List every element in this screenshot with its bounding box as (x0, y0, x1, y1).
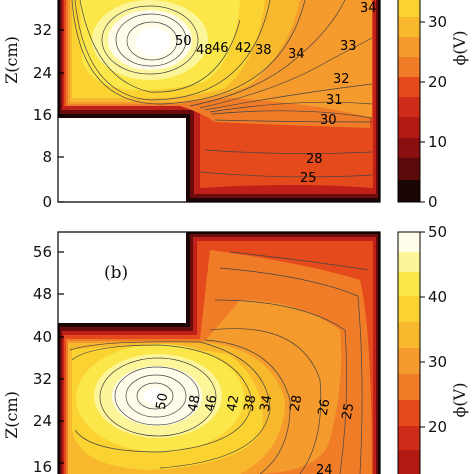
contour-label-b-46: 46 (203, 394, 221, 413)
panel-b-contour-labels: 50 48 46 42 38 34 28 26 25 24 (154, 392, 358, 474)
panel-a-core (135, 28, 171, 56)
contour-label-a-50: 50 (175, 34, 192, 49)
contour-label-a-32: 32 (333, 72, 350, 87)
colorbar-b-label: ϕ(V) (450, 383, 469, 418)
panel-b-ytick-24: 24 (33, 412, 52, 430)
contour-label-b-38: 38 (242, 394, 260, 413)
contour-label-b-26: 26 (316, 398, 334, 417)
panel-b-ytick-16: 16 (33, 458, 52, 474)
contour-label-a-34-top: 34 (360, 1, 377, 16)
panel-b-label: (b) (104, 263, 128, 283)
contour-label-a-46: 46 (212, 41, 229, 56)
contour-label-a-38: 38 (255, 43, 272, 58)
colorbar-a-ticks: 0 10 20 30 (428, 13, 447, 211)
colorbar-b (397, 231, 425, 474)
contour-label-b-50: 50 (154, 392, 172, 411)
contour-label-a-31: 31 (326, 93, 343, 108)
contour-label-a-25: 25 (300, 171, 317, 186)
contour-label-b-42: 42 (225, 394, 243, 413)
colorbar-a-tick-30: 30 (428, 13, 447, 31)
contour-label-b-48: 48 (186, 394, 204, 413)
panel-b-core (144, 388, 164, 404)
panel-a-ytick-32: 32 (33, 21, 52, 39)
contour-label-a-28: 28 (306, 152, 323, 167)
panel-a-ytick-0: 0 (42, 193, 52, 211)
panel-b-contour-lines (69, 251, 369, 474)
colorbar-b-ticks: 50 40 30 20 (428, 223, 447, 436)
colorbar-b-tick-30: 30 (428, 353, 447, 371)
panel-b-axes (57, 231, 381, 474)
contour-label-b-25: 25 (340, 402, 358, 421)
panel-a-ytick-8: 8 (42, 148, 52, 166)
panel-a-ytick-24: 24 (33, 64, 52, 82)
panel-a-ytick-16: 16 (33, 106, 52, 124)
contour-label-a-48: 48 (196, 43, 213, 58)
colorbar-b-tick-50: 50 (428, 223, 447, 241)
colorbar-a-tick-0: 0 (428, 193, 438, 211)
panel-b-ytick-40: 40 (33, 328, 52, 346)
contour-label-a-30: 30 (320, 113, 337, 128)
colorbar-a-label: ϕ(V) (450, 31, 469, 66)
panel-a-yticks: 0 8 16 24 32 (33, 21, 52, 211)
contour-label-a-33: 33 (340, 39, 357, 54)
panel-b-ylabel: Z(cm) (2, 391, 21, 439)
panel-a-ylabel: Z(cm) (2, 36, 21, 84)
panel-a (58, 0, 380, 202)
panel-b (58, 232, 380, 474)
panel-b-ytick-56: 56 (33, 243, 52, 261)
contour-label-a-34-mid: 34 (288, 47, 305, 62)
panel-a-contour-lines (71, 0, 373, 178)
contour-label-b-34: 34 (258, 394, 276, 413)
colorbar-a (397, 0, 425, 203)
contour-label-b-24: 24 (316, 463, 333, 474)
colorbar-a-tick-20: 20 (428, 73, 447, 91)
panel-b-ytick-32: 32 (33, 370, 52, 388)
contour-label-b-28: 28 (288, 394, 306, 413)
panel-b-ytick-48: 48 (33, 285, 52, 303)
contour-label-a-42: 42 (235, 41, 252, 56)
panel-b-yticks: 16 24 32 40 48 56 (33, 243, 52, 474)
colorbar-b-tick-20: 20 (428, 418, 447, 436)
panel-a-axes (57, 0, 381, 203)
colorbar-b-tick-40: 40 (428, 288, 447, 306)
panel-a-contour-labels: 50 48 46 42 38 34 34 33 32 31 30 28 25 (175, 1, 377, 186)
colorbar-a-tick-10: 10 (428, 133, 447, 151)
